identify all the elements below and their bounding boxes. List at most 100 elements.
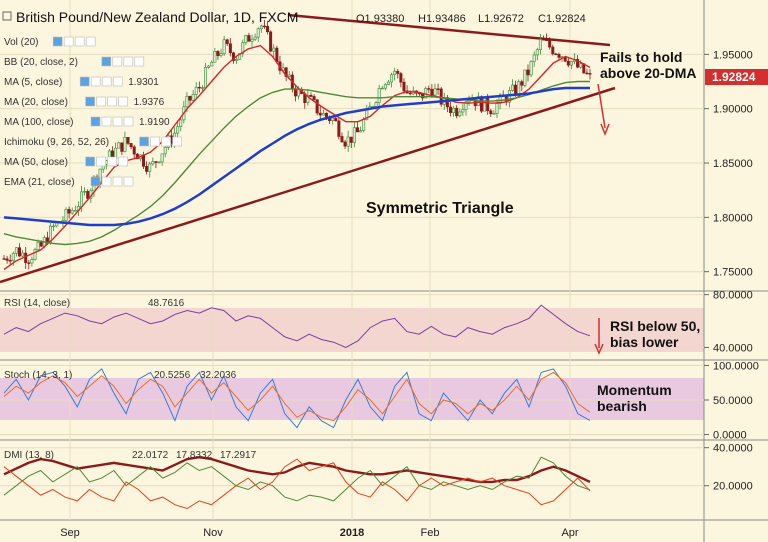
candle-body	[222, 39, 226, 54]
plus-icon[interactable]	[107, 156, 117, 167]
candle-body	[188, 95, 192, 101]
candle-body	[399, 73, 403, 83]
candle-body	[396, 70, 400, 74]
close-icon[interactable]	[172, 136, 182, 147]
candle-body	[359, 130, 363, 133]
plus-icon[interactable]	[112, 116, 123, 127]
candle-body	[52, 225, 56, 228]
lower-trendline	[0, 86, 616, 284]
candle-body	[377, 88, 381, 103]
price-badge-text: 1.92824	[712, 70, 756, 84]
close-icon[interactable]	[123, 116, 134, 127]
candle-body	[318, 112, 322, 116]
candle-body	[207, 65, 211, 68]
dmi-line	[3, 458, 591, 510]
candle-body	[272, 47, 276, 52]
candle-body	[204, 67, 208, 88]
gear-icon[interactable]	[85, 156, 95, 167]
ohlc-close: C1.92824	[538, 13, 586, 25]
annotation-triangle: Symmetric Triangle	[366, 200, 514, 217]
candle-body	[535, 49, 539, 56]
candle-body	[120, 142, 124, 152]
candle-body	[64, 209, 68, 221]
candle-body	[520, 81, 524, 86]
gear-icon[interactable]	[52, 36, 63, 47]
collapse-icon[interactable]	[2, 11, 12, 21]
close-icon[interactable]	[134, 56, 145, 67]
plus-icon[interactable]	[107, 96, 117, 107]
square-icon[interactable]	[112, 56, 123, 67]
candle-body	[36, 242, 40, 250]
indicator-label: Vol (20)	[4, 37, 38, 48]
y-tick-label: 1.90000	[713, 104, 753, 116]
candle-body	[517, 81, 521, 96]
square-icon[interactable]	[63, 36, 74, 47]
close-icon[interactable]	[123, 176, 134, 187]
fail-arrow	[597, 83, 606, 129]
candle-body	[145, 166, 149, 172]
y-tick-label: 40.0000	[713, 342, 753, 354]
candle-body	[312, 96, 316, 100]
candle-body	[461, 109, 465, 113]
candle-body	[259, 25, 263, 30]
candle-body	[510, 84, 514, 91]
plus-icon[interactable]	[123, 56, 134, 67]
fail-arrow-head	[600, 123, 610, 137]
square-icon[interactable]	[96, 96, 106, 107]
candle-body	[191, 94, 195, 101]
candle-body	[569, 61, 573, 66]
candle-body	[11, 253, 15, 261]
candle-body	[228, 43, 232, 54]
candle-body	[18, 247, 22, 257]
candle-body	[448, 106, 452, 113]
square-icon[interactable]	[101, 176, 112, 187]
plus-icon[interactable]	[74, 36, 85, 47]
candle-body	[427, 88, 431, 90]
candle-body	[8, 260, 12, 262]
dmi-line	[3, 456, 591, 502]
candle-body	[262, 25, 266, 28]
rsi-arrow-head	[594, 343, 604, 355]
square-icon[interactable]	[150, 136, 160, 147]
candle-body	[349, 136, 353, 143]
gear-icon[interactable]	[90, 176, 101, 187]
candle-body	[489, 110, 493, 115]
candle-body	[306, 94, 310, 103]
indicator-label: EMA (21, close)	[4, 177, 75, 188]
indicator-label: BB (20, close, 2)	[4, 57, 78, 68]
gear-icon[interactable]	[90, 116, 101, 127]
chart-title: British Pound/New Zealand Dollar, 1D, FX…	[16, 9, 298, 25]
candle-body	[225, 39, 229, 45]
square-icon[interactable]	[101, 116, 112, 127]
gear-icon[interactable]	[85, 96, 95, 107]
square-icon[interactable]	[96, 156, 106, 167]
gear-icon[interactable]	[79, 76, 90, 87]
close-icon[interactable]	[118, 96, 128, 107]
gear-icon[interactable]	[101, 56, 112, 67]
candle-body	[492, 113, 496, 115]
close-icon[interactable]	[118, 156, 128, 167]
square-icon[interactable]	[90, 76, 101, 87]
candle-body	[495, 103, 499, 114]
candle-body	[315, 99, 319, 114]
y-tick-label: 1.85000	[713, 158, 753, 170]
plus-icon[interactable]	[112, 176, 123, 187]
close-icon[interactable]	[85, 36, 96, 47]
candle-body	[176, 126, 180, 134]
y-tick-label: 50.0000	[713, 395, 753, 407]
candle-body	[117, 142, 121, 149]
plus-icon[interactable]	[101, 76, 112, 87]
candle-body	[402, 81, 406, 92]
candle-body	[324, 112, 328, 118]
candle-body	[241, 42, 245, 54]
plus-icon[interactable]	[161, 136, 171, 147]
close-icon[interactable]	[112, 76, 123, 87]
x-tick-label: Nov	[203, 527, 223, 539]
gear-icon[interactable]	[139, 136, 149, 147]
candle-body	[579, 63, 583, 68]
candle-body	[275, 47, 279, 63]
indicator-value: 1.9190	[139, 117, 170, 128]
ohlc-open: O1.93380	[356, 13, 404, 25]
price-badge	[705, 69, 768, 85]
